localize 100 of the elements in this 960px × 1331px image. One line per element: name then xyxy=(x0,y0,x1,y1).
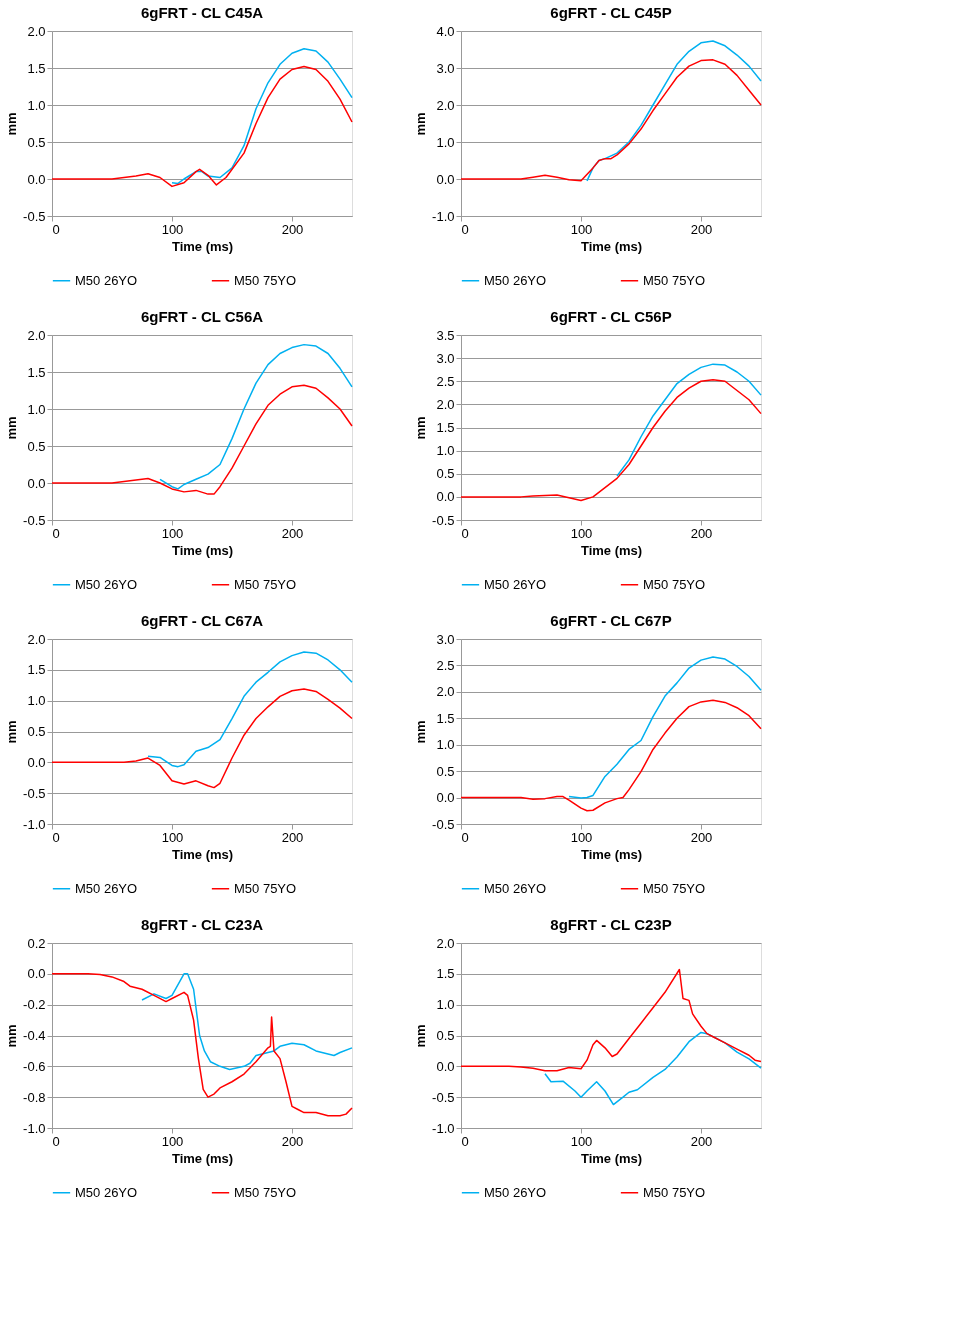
y-tick-label: 0.0 xyxy=(436,171,455,187)
y-axis-title: mm xyxy=(413,720,429,744)
y-tick-label: 3.5 xyxy=(436,327,455,343)
legend-label: M50 75YO xyxy=(643,1184,706,1200)
y-tick-label: -0.2 xyxy=(23,997,46,1013)
legend-label: M50 75YO xyxy=(234,880,297,896)
y-tick-label: 0.0 xyxy=(27,966,46,982)
y-tick-label: -1.0 xyxy=(432,208,455,224)
legend-label: M50 75YO xyxy=(234,576,297,592)
x-axis-title: Time (ms) xyxy=(171,238,234,254)
legend-label: M50 75YO xyxy=(234,272,297,288)
x-tick-label: 100 xyxy=(161,829,184,845)
x-axis-title: Time (ms) xyxy=(580,1150,643,1166)
y-tick-label: 2.0 xyxy=(27,327,46,343)
y-tick-label: 3.0 xyxy=(436,631,455,647)
y-tick-label: 1.0 xyxy=(436,997,455,1013)
legend-label: M50 26YO xyxy=(75,1184,138,1200)
x-tick-label: 200 xyxy=(690,525,713,541)
chart-title: 8gFRT - CL C23P xyxy=(550,916,672,933)
y-axis-title: mm xyxy=(413,1024,429,1048)
x-tick-label: 100 xyxy=(570,1133,593,1149)
y-tick-label: -1.0 xyxy=(23,1120,46,1136)
y-axis-title: mm xyxy=(413,112,429,136)
x-tick-label: 200 xyxy=(281,829,304,845)
y-tick-label: -0.5 xyxy=(23,512,46,528)
x-tick-label: 0 xyxy=(461,525,469,541)
y-tick-label: 0.5 xyxy=(436,763,455,779)
line-series xyxy=(159,343,353,490)
x-tick-label: 100 xyxy=(570,525,593,541)
line-series xyxy=(460,699,762,812)
y-tick-label: -0.5 xyxy=(23,208,46,224)
x-tick-label: 0 xyxy=(52,525,60,541)
y-tick-label: -1.0 xyxy=(432,1120,455,1136)
y-tick-label: -0.6 xyxy=(23,1058,46,1074)
x-tick-label: 100 xyxy=(161,1133,184,1149)
x-tick-label: 0 xyxy=(461,221,469,237)
y-axis-title: mm xyxy=(4,720,20,744)
chart-title: 6gFRT - CL C67P xyxy=(550,612,672,629)
x-axis-title: Time (ms) xyxy=(171,1150,234,1166)
legend-label: M50 26YO xyxy=(484,1184,547,1200)
y-tick-label: 0.2 xyxy=(27,935,46,951)
line-series xyxy=(460,968,762,1072)
y-tick-label: 4.0 xyxy=(436,23,455,39)
x-tick-label: 200 xyxy=(690,221,713,237)
y-tick-label: 1.5 xyxy=(27,662,46,678)
y-tick-label: 0.0 xyxy=(436,1058,455,1074)
x-tick-label: 200 xyxy=(281,221,304,237)
legend-label: M50 26YO xyxy=(484,272,547,288)
y-tick-label: -0.5 xyxy=(23,785,46,801)
y-tick-label: 1.0 xyxy=(436,737,455,753)
legend-label: M50 26YO xyxy=(75,576,138,592)
y-tick-label: -0.5 xyxy=(432,512,455,528)
line-series xyxy=(616,363,762,477)
x-tick-label: 100 xyxy=(161,221,184,237)
y-axis-title: mm xyxy=(4,112,20,136)
x-tick-label: 100 xyxy=(570,221,593,237)
y-tick-label: 0.5 xyxy=(27,134,46,150)
x-tick-label: 0 xyxy=(461,829,469,845)
y-tick-label: 0.0 xyxy=(27,171,46,187)
line-series xyxy=(460,379,762,502)
y-tick-label: 2.0 xyxy=(436,396,455,412)
legend-label: M50 26YO xyxy=(75,272,138,288)
chart-title: 6gFRT - CL C56A xyxy=(140,308,264,325)
chart-title: 6gFRT - CL C45P xyxy=(550,4,672,21)
chart-title: 6gFRT - CL C67A xyxy=(140,612,264,629)
y-tick-label: 1.5 xyxy=(436,966,455,982)
y-tick-label: -0.8 xyxy=(23,1089,46,1105)
x-tick-label: 200 xyxy=(690,1133,713,1149)
y-axis-title: mm xyxy=(413,416,429,440)
y-tick-label: 2.5 xyxy=(436,373,455,389)
x-axis-title: Time (ms) xyxy=(580,542,643,558)
legend-label: M50 75YO xyxy=(643,576,706,592)
line-series xyxy=(460,59,762,182)
legend-label: M50 26YO xyxy=(484,576,547,592)
line-series xyxy=(51,65,353,188)
y-tick-label: 0.0 xyxy=(27,754,46,770)
y-tick-label: 0.0 xyxy=(436,790,455,806)
x-tick-label: 200 xyxy=(281,525,304,541)
y-tick-label: 2.5 xyxy=(436,657,455,673)
legend-label: M50 75YO xyxy=(643,272,706,288)
y-tick-label: 1.5 xyxy=(27,60,46,76)
y-tick-label: 0.5 xyxy=(27,438,46,454)
line-series xyxy=(171,48,353,185)
y-tick-label: 1.5 xyxy=(27,364,46,380)
legend-label: M50 75YO xyxy=(643,880,706,896)
y-tick-label: 0.0 xyxy=(436,489,455,505)
x-tick-label: 0 xyxy=(52,1133,60,1149)
chart-title: 6gFRT - CL C56P xyxy=(550,308,672,325)
y-tick-label: 1.5 xyxy=(436,710,455,726)
x-tick-label: 0 xyxy=(461,1133,469,1149)
y-tick-label: 2.0 xyxy=(436,684,455,700)
x-tick-label: 200 xyxy=(690,829,713,845)
chart-title: 8gFRT - CL C23A xyxy=(140,916,264,933)
x-axis-title: Time (ms) xyxy=(171,542,234,558)
y-tick-label: -0.5 xyxy=(432,1089,455,1105)
x-tick-label: 200 xyxy=(281,1133,304,1149)
line-series xyxy=(51,384,353,495)
y-tick-label: 0.5 xyxy=(27,724,46,739)
line-series xyxy=(51,973,353,1117)
x-tick-label: 0 xyxy=(52,221,60,237)
